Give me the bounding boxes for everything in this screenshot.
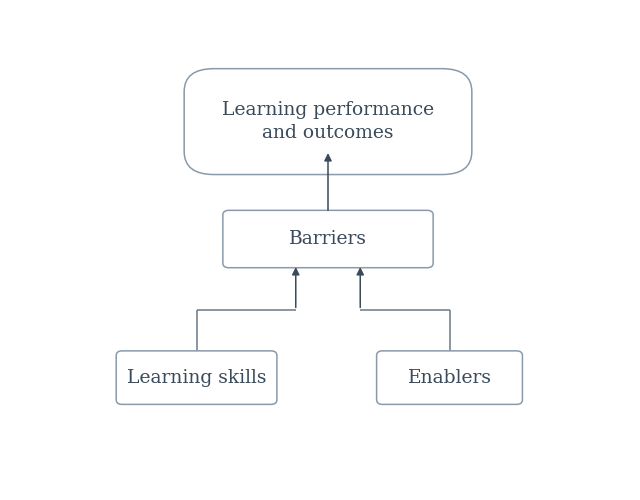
- FancyBboxPatch shape: [223, 210, 433, 268]
- Text: Learning skills: Learning skills: [127, 368, 266, 386]
- Text: Barriers: Barriers: [289, 230, 367, 248]
- FancyBboxPatch shape: [184, 68, 472, 174]
- FancyBboxPatch shape: [376, 351, 522, 405]
- Text: Enablers: Enablers: [408, 368, 492, 386]
- FancyBboxPatch shape: [116, 351, 277, 405]
- Text: Learning performance
and outcomes: Learning performance and outcomes: [222, 101, 434, 142]
